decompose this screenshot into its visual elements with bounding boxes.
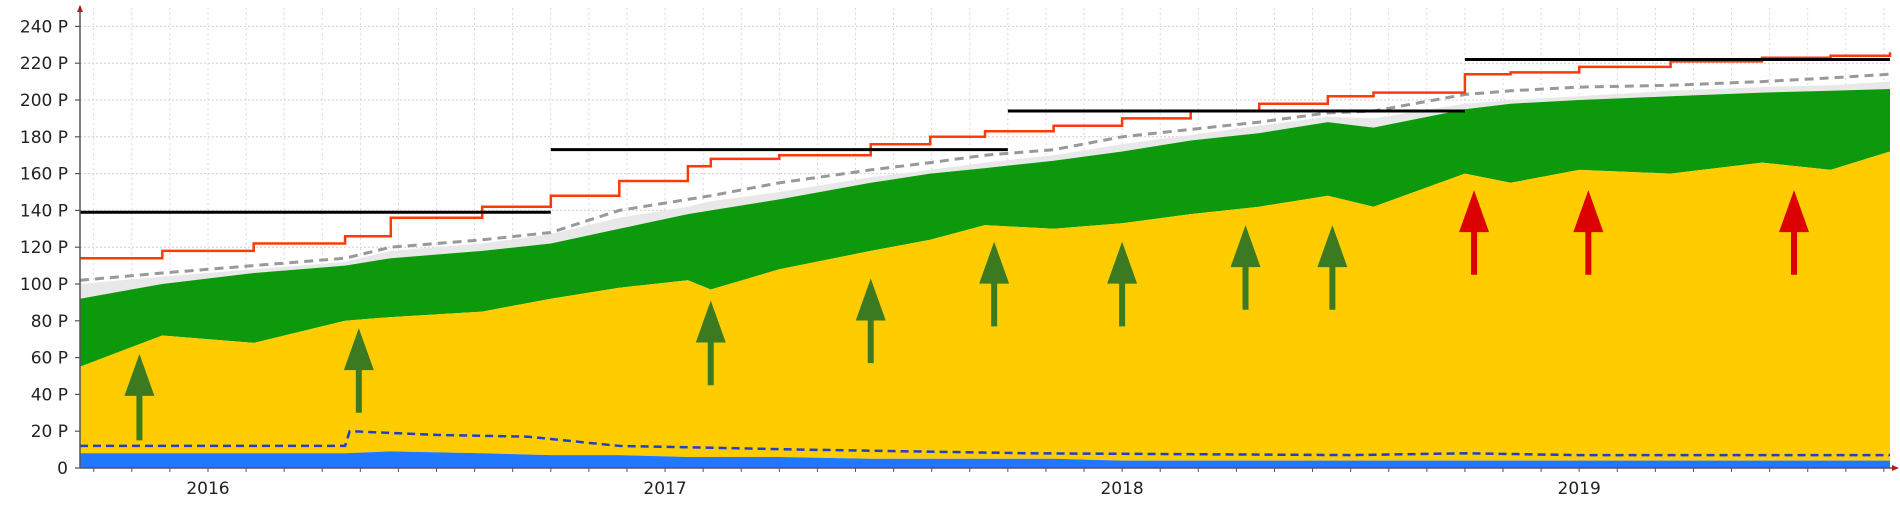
gray-dashed-line	[79, 72, 1891, 282]
y-tick-label: 40 P	[31, 385, 68, 405]
y-tick-label: 120 P	[20, 238, 68, 258]
axes-layer: 0 20 P 40 P 60 P 80 P 100 P 120 P 140 P 160 P 180…	[20, 5, 1899, 499]
white-band-area	[80, 81, 1890, 299]
blue-area	[80, 451, 1890, 468]
y-tick-label: 220 P	[20, 54, 68, 74]
y-tick-label: 100 P	[20, 275, 68, 295]
arrows-layer	[124, 190, 1810, 441]
x-tick-label: 2019	[1558, 479, 1601, 499]
blue-dashed-line	[80, 429, 1890, 457]
y-tick-label: 200 P	[20, 91, 68, 111]
green-arrow-head	[1107, 241, 1138, 284]
segments-layer	[80, 58, 1890, 214]
green-arrow-head	[124, 353, 155, 396]
x-axis-arrowhead	[1892, 465, 1899, 471]
y-tick-label: 180 P	[20, 128, 68, 148]
green-arrow-head	[1317, 225, 1348, 268]
y-tick-label: 60 P	[31, 349, 68, 369]
red-arrow-head	[1779, 190, 1810, 233]
lines-layer	[79, 52, 1892, 457]
red-arrow-head	[1573, 190, 1604, 233]
yellow-area	[80, 151, 1890, 461]
x-tick-label: 2016	[186, 479, 229, 499]
red-line	[80, 52, 1892, 260]
y-axis-arrowhead	[77, 5, 83, 12]
green-arrow-head	[1230, 225, 1261, 268]
y-tick-label: 0	[57, 459, 68, 479]
areas-layer	[80, 81, 1890, 468]
x-tick-label: 2017	[643, 479, 686, 499]
red-arrow-head	[1459, 190, 1490, 233]
green-arrow-head	[695, 300, 726, 343]
y-tick-label: 140 P	[20, 201, 68, 221]
y-tick-label: 20 P	[31, 422, 68, 442]
y-tick-label: 240 P	[20, 17, 68, 37]
y-tick-label: 160 P	[20, 165, 68, 185]
x-tick-label: 2018	[1100, 479, 1143, 499]
green-arrow-head	[979, 241, 1010, 284]
green-arrow-head	[855, 278, 886, 321]
green-arrow-head	[343, 328, 374, 371]
y-tick-label: 80 P	[31, 312, 68, 332]
green-area	[80, 89, 1890, 367]
